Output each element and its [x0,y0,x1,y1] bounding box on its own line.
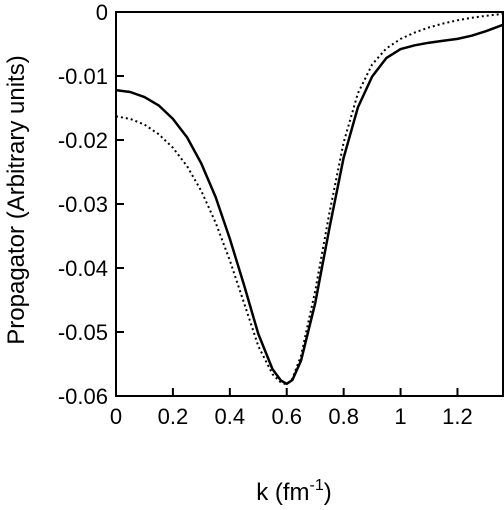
x-axis-title: k (fm-1) [256,477,332,506]
y-tick-label: -0.03 [58,192,108,217]
x-tick-label: 0.4 [215,404,246,429]
y-axis-ticks: 0 -0.01 -0.02 -0.03 -0.04 -0.05 -0.06 [58,0,124,409]
y-tick-label: 0 [96,0,108,25]
dotted-series-line [115,12,504,386]
x-axis-ticks: 0 0.2 0.4 0.6 0.8 1 1.2 [110,388,473,429]
y-axis-title: Propagator (Arbitrary units) [3,55,30,344]
plot-frame [115,11,504,397]
x-axis-title-superscript: -1 [310,477,324,494]
y-tick-label: -0.06 [58,384,108,409]
y-tick-label: -0.04 [58,256,108,281]
y-tick-label: -0.05 [58,320,108,345]
x-tick-label: 1 [394,404,406,429]
x-tick-label: 0.8 [328,404,359,429]
y-tick-label: -0.02 [58,128,108,153]
x-tick-label: 0.6 [271,404,302,429]
x-tick-label: 0.2 [158,404,189,429]
series-group [115,12,504,386]
solid-series-line [115,23,504,386]
y-tick-label: -0.01 [58,64,108,89]
x-tick-label: 0 [110,404,122,429]
x-tick-label: 1.2 [442,404,473,429]
